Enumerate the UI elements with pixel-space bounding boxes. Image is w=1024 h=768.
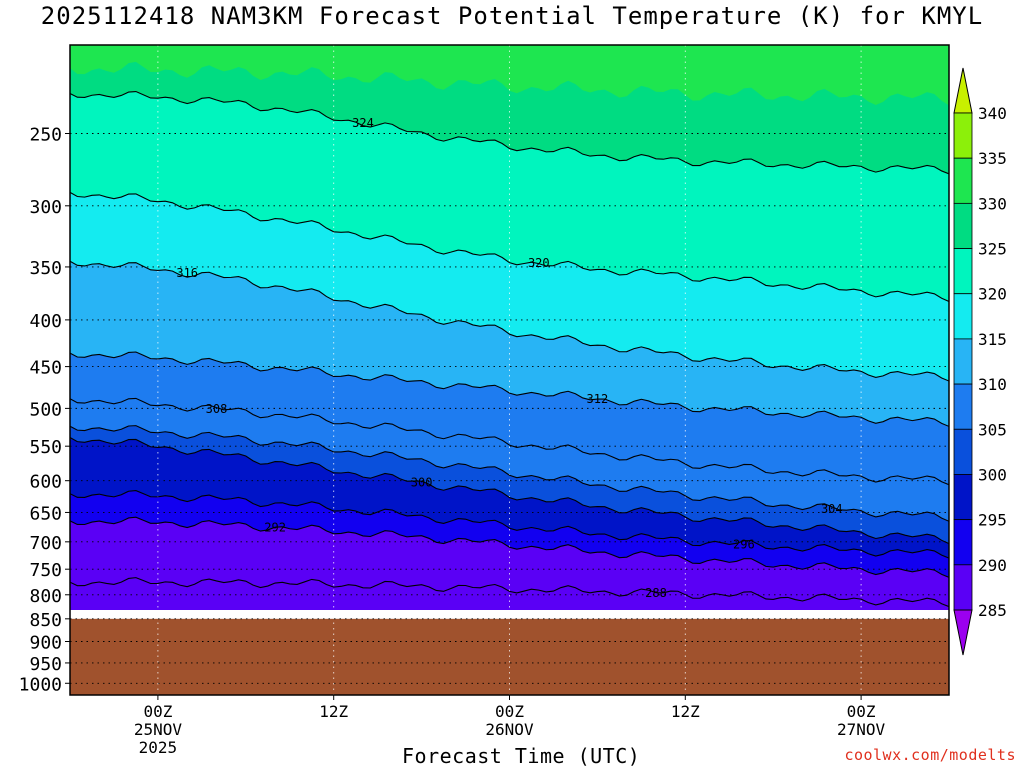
y-tick-label-550: 550 (29, 437, 62, 458)
colorbar-label-285: 285 (978, 601, 1007, 620)
y-tick-label-650: 650 (29, 503, 62, 524)
y-tick-label-400: 400 (29, 311, 62, 332)
isentrope-308 (70, 397, 949, 486)
colorbar-swatch-325 (953, 248, 973, 295)
colorbar-label-335: 335 (978, 149, 1007, 168)
isentrope-label-308: 308 (206, 402, 228, 416)
y-tick-label-1000: 1000 (19, 674, 62, 695)
temperature-fill (70, 45, 949, 610)
isentrope-296 (70, 490, 949, 559)
colorbar-label-290: 290 (978, 556, 1007, 575)
y-tick-label-600: 600 (29, 472, 62, 493)
y-tick-label-300: 300 (29, 197, 62, 218)
isentrope-label-304: 304 (821, 502, 843, 516)
x-tick-label-12Z: 12Z (319, 702, 348, 721)
x-axis-label: Forecast Time (UTC) (402, 744, 641, 768)
y-axis-ticks: 2503003504004505005506006507007508008509… (19, 124, 70, 695)
y-tick-label-700: 700 (29, 533, 62, 554)
x-tick-label-00Z: 00Z (143, 702, 172, 721)
x-tick-label-27NOV: 27NOV (837, 720, 886, 739)
isentrope-contours: 288 292 296 300 304 308 312 316 320 324 (70, 90, 949, 608)
isentrope-label-300: 300 (411, 476, 433, 490)
isentrope-292 (70, 516, 949, 578)
isentrope-288 (70, 577, 949, 608)
colorbar-swatch-305 (953, 428, 973, 475)
isentrope-312 (70, 351, 949, 427)
x-tick-label-00Z: 00Z (847, 702, 876, 721)
fill-band-warmest (70, 45, 949, 106)
y-tick-label-800: 800 (29, 586, 62, 607)
isentrope-324 (70, 90, 949, 175)
y-tick-label-450: 450 (29, 358, 62, 379)
colorbar-swatch-290 (953, 564, 973, 611)
colorbar-swatch-330 (953, 202, 973, 249)
x-tick-label-2025: 2025 (139, 738, 178, 757)
isentrope-label-288: 288 (645, 586, 667, 600)
colorbar-arrow-bottom (953, 609, 973, 656)
x-tick-label-26NOV: 26NOV (485, 720, 534, 739)
y-tick-label-500: 500 (29, 399, 62, 420)
y-tick-label-900: 900 (29, 632, 62, 653)
isentrope-304 (70, 425, 949, 522)
colorbar-swatch-310 (953, 383, 973, 430)
isentrope-label-312: 312 (587, 392, 609, 406)
isentrope-label-320: 320 (528, 256, 550, 270)
x-tick-label-12Z: 12Z (671, 702, 700, 721)
colorbar-label-300: 300 (978, 465, 1007, 484)
isentrope-label-324: 324 (352, 116, 374, 130)
colorbar-label-295: 295 (978, 511, 1007, 530)
colorbar-label-325: 325 (978, 240, 1007, 259)
colorbar-label-315: 315 (978, 330, 1007, 349)
isentrope-label-292: 292 (264, 520, 286, 534)
y-tick-label-350: 350 (29, 258, 62, 279)
y-tick-label-850: 850 (29, 610, 62, 631)
credit-link[interactable]: coolwx.com/modelts (844, 746, 1016, 764)
colorbar-swatch-335 (953, 157, 973, 204)
colorbar-label-310: 310 (978, 375, 1007, 394)
y-tick-label-250: 250 (29, 124, 62, 145)
colorbar-swatch-295 (953, 519, 973, 566)
colorbar-label-340: 340 (978, 104, 1007, 123)
colorbar-label-320: 320 (978, 285, 1007, 304)
isentrope-label-316: 316 (176, 266, 198, 280)
colorbar-swatch-315 (953, 338, 973, 385)
colorbar-arrow-top (953, 67, 973, 114)
isentrope-300 (70, 436, 949, 545)
colorbar-label-305: 305 (978, 420, 1007, 439)
isentrope-320 (70, 191, 949, 302)
x-tick-label-25NOV: 25NOV (134, 720, 183, 739)
colorbar-swatch-300 (953, 474, 973, 521)
colorbar-label-330: 330 (978, 194, 1007, 213)
isentrope-316 (70, 260, 949, 382)
colorbar-swatch-340 (953, 112, 973, 159)
chart-title: 2025112418 NAM3KM Forecast Potential Tem… (40, 2, 984, 30)
colorbar-legend: 340 335 330 325 320 315 310 305 300 295 290 285 (953, 67, 1007, 656)
plot-frame (69, 44, 950, 696)
y-tick-label-750: 750 (29, 560, 62, 581)
x-tick-label-00Z: 00Z (495, 702, 524, 721)
colorbar-swatch-320 (953, 293, 973, 340)
y-tick-label-950: 950 (29, 654, 62, 675)
isentrope-label-296: 296 (733, 537, 755, 551)
